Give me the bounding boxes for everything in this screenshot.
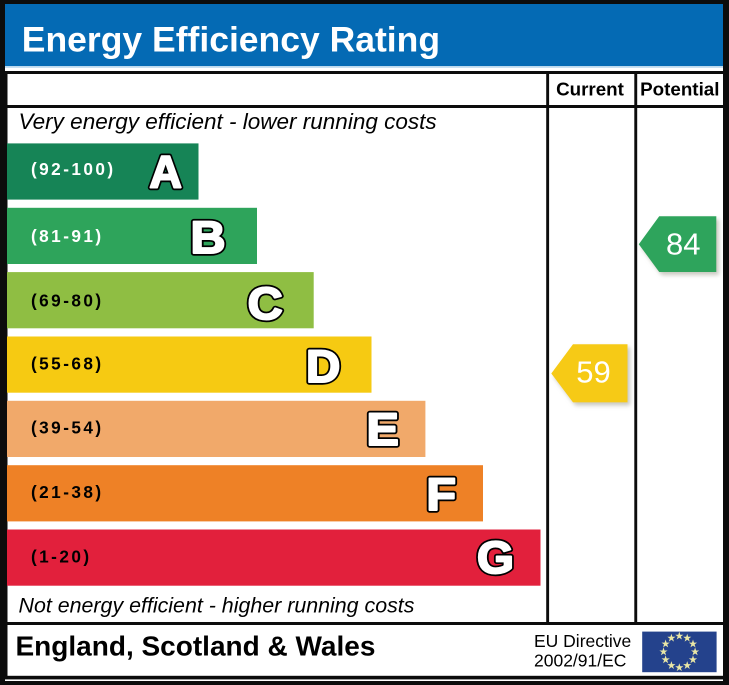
svg-text:(81-91): (81-91) xyxy=(31,226,104,246)
svg-text:(69-80): (69-80) xyxy=(31,291,104,311)
svg-text:G: G xyxy=(477,532,514,583)
svg-text:EU Directive: EU Directive xyxy=(534,631,631,651)
svg-text:2002/91/EC: 2002/91/EC xyxy=(534,651,626,671)
svg-text:F: F xyxy=(426,470,456,520)
svg-text:Potential: Potential xyxy=(640,79,719,100)
svg-text:D: D xyxy=(306,341,340,392)
svg-text:Current: Current xyxy=(556,79,625,100)
svg-text:E: E xyxy=(367,405,399,455)
svg-text:Not energy efficient - higher: Not energy efficient - higher running co… xyxy=(19,594,415,618)
svg-text:England, Scotland & Wales: England, Scotland & Wales xyxy=(16,631,376,662)
svg-text:84: 84 xyxy=(666,226,700,261)
svg-text:(1-20): (1-20) xyxy=(31,546,92,566)
svg-text:C: C xyxy=(248,279,283,329)
svg-text:B: B xyxy=(190,213,225,263)
svg-text:E: E xyxy=(367,405,399,455)
svg-text:G: G xyxy=(477,532,514,583)
svg-text:F: F xyxy=(426,470,456,520)
svg-text:59: 59 xyxy=(576,355,610,390)
svg-text:Very energy efficient - lower: Very energy efficient - lower running co… xyxy=(19,109,437,134)
svg-text:(55-68): (55-68) xyxy=(31,353,104,373)
svg-text:(21-38): (21-38) xyxy=(31,482,104,502)
svg-text:A: A xyxy=(149,147,182,198)
svg-text:(39-54): (39-54) xyxy=(31,418,104,438)
svg-text:(92-100): (92-100) xyxy=(31,159,116,179)
svg-text:B: B xyxy=(190,213,225,263)
svg-text:D: D xyxy=(306,341,340,392)
svg-text:Energy Efficiency Rating: Energy Efficiency Rating xyxy=(22,19,440,59)
svg-text:A: A xyxy=(149,147,182,198)
svg-text:C: C xyxy=(248,279,283,329)
